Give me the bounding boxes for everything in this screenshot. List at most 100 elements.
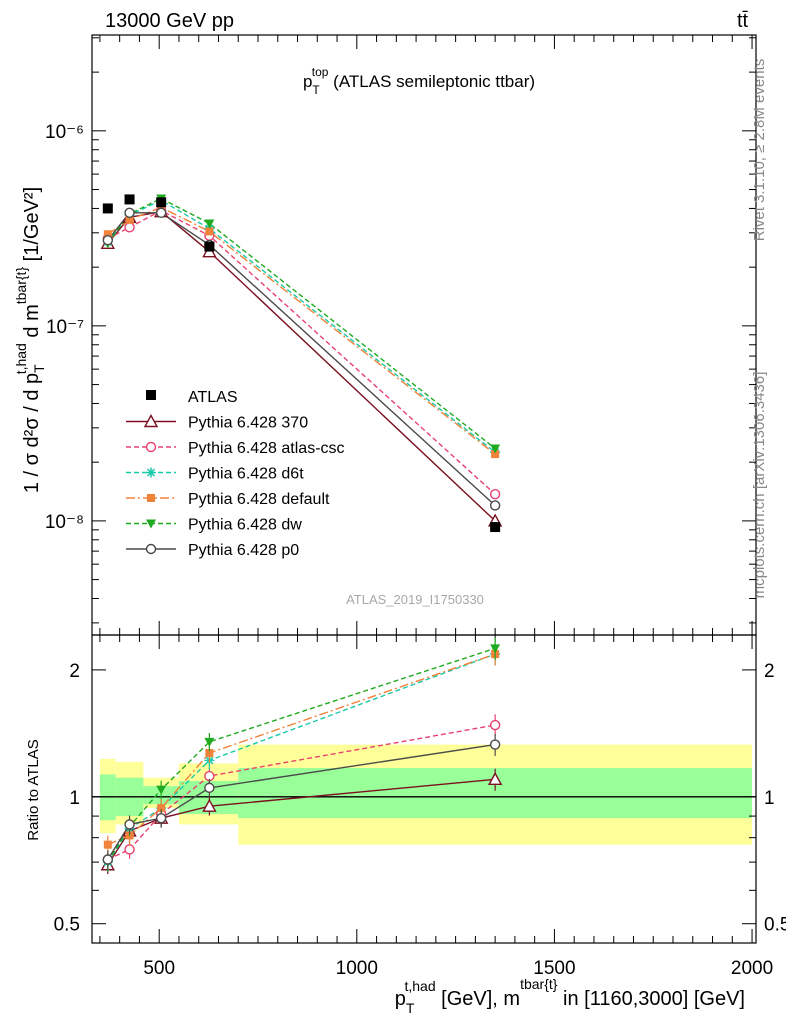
ratio-y-tick-label: 0.5 — [54, 915, 80, 936]
atlas-data-point-4 — [490, 522, 501, 533]
ratio-point-5-4-shape — [489, 739, 501, 750]
x-tick-label: 1000 — [336, 958, 378, 979]
ratio-panel: 500 1000 1500 2000 0.5 0.5 1 1 2 2 — [54, 634, 786, 979]
ratio-point-5-2-shape — [155, 812, 167, 824]
atlas-data-point-2 — [156, 197, 167, 208]
atlas-data-point-3-shape — [204, 241, 215, 252]
ratio-point-3-2 — [157, 804, 166, 813]
main-point-1-1 — [124, 222, 135, 233]
ratio-point-4-4 — [490, 644, 501, 654]
main-point-1-4 — [489, 489, 501, 500]
legend-marker-2 — [146, 467, 156, 478]
main-point-1-4-shape — [489, 489, 501, 500]
legend: ATLAS Pythia 6.428 370 Pythia 6.428 atlas-… — [126, 389, 345, 559]
main-point-3-1-shape — [125, 215, 134, 224]
rivet-label: Rivet 3.1.10, ≥ 2.8M events — [751, 59, 768, 242]
main-point-5-2-shape — [155, 207, 167, 218]
ratio-point-0-4-shape — [487, 771, 503, 786]
analysis-watermark: ATLAS_2019_I1750330 — [346, 592, 484, 607]
legend-label-2: Pythia 6.428 d6t — [188, 466, 304, 483]
legend-marker-4 — [146, 519, 156, 529]
legend-label-5: Pythia 6.428 p0 — [188, 542, 299, 559]
legend-label-atlas: ATLAS — [188, 389, 238, 406]
legend-marker-5 — [145, 543, 157, 555]
legend-marker-3-shape — [147, 494, 155, 502]
ratio-y-tick-label-right: 0.5 — [764, 915, 786, 936]
x-tick-label: 2000 — [731, 958, 773, 979]
main-point-4-3 — [204, 219, 215, 229]
ratio-point-3-0-shape — [103, 840, 112, 849]
legend-marker-4-shape — [146, 519, 156, 529]
main-point-5-0-shape — [102, 234, 114, 246]
legend-marker-3 — [147, 494, 155, 502]
ratio-point-4-2-shape — [156, 785, 167, 795]
ratio-point-5-4 — [489, 739, 501, 750]
ratio-point-5-1-shape — [124, 819, 135, 830]
atlas-data-point-0-shape — [102, 203, 113, 214]
main-axis-ticks: 10⁻⁸ 10⁻⁷ 10⁻⁶ — [45, 35, 756, 635]
header-energy: 13000 GeV pp — [105, 10, 234, 32]
ratio-frame — [91, 634, 757, 944]
legend-marker-1-shape — [145, 441, 157, 453]
ratio-point-3-2-shape — [157, 804, 166, 813]
ratio-point-3-3-shape — [205, 749, 214, 758]
legend-marker-1 — [145, 441, 157, 453]
main-series-layer — [100, 194, 503, 533]
ratio-point-5-0-shape — [102, 854, 114, 865]
ratio-point-1-1-shape — [124, 844, 135, 855]
main-point-3-1 — [125, 215, 134, 224]
legend-marker-2-shape — [146, 467, 156, 478]
main-point-4-3-shape — [204, 219, 215, 229]
atlas-data-point-4-shape — [490, 522, 501, 533]
ratio-point-1-4 — [489, 719, 501, 731]
legend-marker-0-shape — [143, 414, 159, 428]
main-panel: 10⁻⁸ 10⁻⁷ 10⁻⁶ — [45, 34, 757, 636]
atlas-data-point-3 — [204, 241, 215, 252]
atlas-data-point-0 — [102, 203, 113, 214]
ratio-series-layer — [100, 637, 503, 875]
main-series-line-5 — [107, 212, 496, 506]
main-point-4-4 — [490, 444, 501, 454]
header-process: tt̄ — [737, 10, 749, 32]
ratio-series-line-2 — [107, 653, 496, 863]
ratio-point-5-1 — [124, 819, 135, 830]
main-point-1-1-shape — [124, 222, 135, 233]
ratio-point-3-3 — [205, 749, 214, 758]
main-point-5-4-shape — [489, 500, 501, 511]
main-series-line-3 — [107, 206, 496, 455]
main-point-5-1-shape — [124, 207, 135, 218]
ratio-y-tick-label: 1 — [69, 788, 80, 809]
main-point-3-2-shape — [157, 203, 166, 212]
x-axis-label: pTt,had [GeV], mtbar{t} in [1160,3000] [… — [395, 976, 745, 1016]
main-y-label: 1 / σ d²σ / d pTt,had d mtbar{t} [1/GeV²… — [13, 187, 47, 493]
ratio-point-4-3-shape — [204, 737, 215, 747]
legend-marker-5-shape — [145, 543, 157, 555]
ratio-point-4-4-shape — [490, 644, 501, 654]
legend-marker-0 — [143, 414, 159, 428]
main-point-5-2 — [155, 207, 167, 218]
main-point-3-4 — [491, 450, 500, 459]
ratio-point-0-3 — [202, 798, 217, 812]
main-y-tick-label: 10⁻⁶ — [45, 122, 84, 143]
ratio-point-1-1 — [124, 844, 135, 855]
main-point-5-4 — [489, 500, 501, 511]
legend-marker-atlas-shape — [146, 390, 156, 400]
legend-label-0: Pythia 6.428 370 — [188, 415, 308, 432]
ratio-y-tick-label-right: 2 — [764, 661, 775, 682]
ratio-point-4-2 — [156, 785, 167, 795]
atlas-data-point-2-shape — [156, 197, 167, 208]
ratio-point-5-3-shape — [204, 782, 215, 794]
ratio-uncertainty-bands — [92, 744, 756, 845]
main-point-3-2 — [157, 203, 166, 212]
ratio-y-label: Ratio to ATLAS — [25, 739, 42, 840]
mcplots-label: mcplots.cern.ch [arXiv:1306.3436] — [751, 372, 768, 599]
main-point-3-0 — [103, 230, 112, 239]
main-series-line-4 — [107, 197, 496, 450]
ratio-point-4-3 — [204, 737, 215, 747]
x-tick-label: 1500 — [533, 958, 575, 979]
main-point-3-3-shape — [205, 227, 214, 236]
atlas-data-point-1 — [124, 194, 135, 205]
main-point-3-0-shape — [103, 230, 112, 239]
ratio-point-0-3-shape — [202, 798, 217, 812]
